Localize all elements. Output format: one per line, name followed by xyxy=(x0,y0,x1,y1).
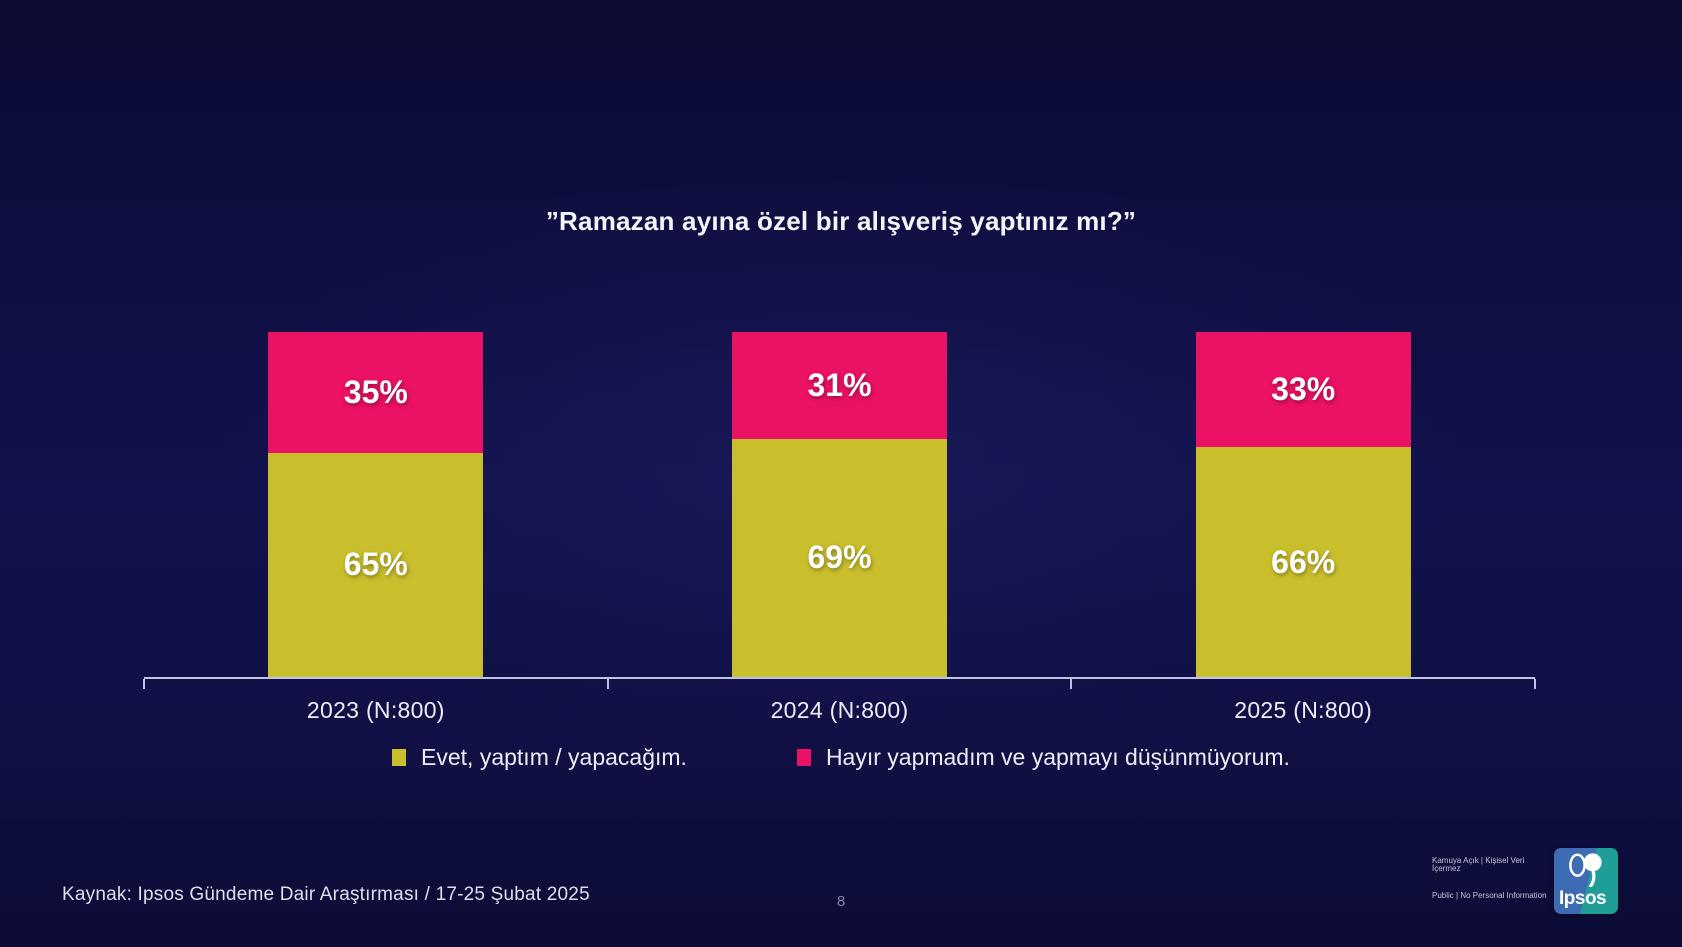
axis-tick xyxy=(1534,679,1536,689)
disclaimer-line-1: Kamuya Açık | Kişisel Veri İçermez xyxy=(1432,856,1525,873)
plot-area: 35% 65% 31% 69% 33% 66% xyxy=(144,332,1535,677)
legend-swatch xyxy=(796,749,811,766)
legend-item: Evet, yaptım / yapacağım. xyxy=(392,744,687,771)
ipsos-logo-text: Ipsos xyxy=(1559,888,1607,909)
disclaimer: Kamuya Açık | Kişisel Veri İçermez Publi… xyxy=(1432,857,1552,900)
stacked-bar: 31% 69% xyxy=(732,332,947,677)
bar-segment: 66% xyxy=(1195,447,1411,677)
page-number: 8 xyxy=(836,893,846,910)
source-text: Kaynak: Ipsos Gündeme Dair Araştırması /… xyxy=(62,884,590,905)
chart-title: ”Ramazan ayına özel bir alışveriş yaptın… xyxy=(545,206,1137,236)
ipsos-figure-icon xyxy=(1569,853,1602,887)
bar-segment: 33% xyxy=(1195,332,1411,447)
bar-segment: 35% xyxy=(268,332,484,453)
category-label: 2024 (N:800) xyxy=(770,697,909,723)
legend-label: Hayır yapmadım ve yapmayı düşünmüyorum. xyxy=(825,744,1290,770)
bar-value-label: 66% xyxy=(1271,543,1336,580)
bar-segment: 31% xyxy=(732,332,947,439)
stacked-bar: 35% 65% xyxy=(268,332,484,677)
legend: Evet, yaptım / yapacağım. Hayır yapmadım … xyxy=(0,744,1682,771)
legend-item: Hayır yapmadım ve yapmayı düşünmüyorum. xyxy=(796,744,1290,771)
bar-group: 31% 69% xyxy=(608,332,1072,677)
bar-group: 35% 65% xyxy=(144,332,608,677)
bar-segment: 69% xyxy=(732,438,947,677)
bar-value-label: 31% xyxy=(807,366,872,403)
axis-tick xyxy=(606,679,609,689)
ipsos-logo: Ipsos xyxy=(1554,848,1618,914)
disclaimer-line-2: Public | No Personal Information xyxy=(1432,891,1547,900)
x-axis-line xyxy=(143,677,1536,689)
bar-value-label: 69% xyxy=(807,539,872,576)
axis-tick xyxy=(1070,679,1073,689)
axis-tick xyxy=(143,679,145,689)
bar-value-label: 65% xyxy=(343,546,408,583)
category-label: 2023 (N:800) xyxy=(306,697,445,723)
bar-group: 33% 66% xyxy=(1071,332,1535,677)
bar-segment: 65% xyxy=(268,452,484,677)
category-label: 2025 (N:800) xyxy=(1234,697,1373,723)
stacked-bar: 33% 66% xyxy=(1195,332,1411,677)
bar-value-label: 35% xyxy=(343,373,408,410)
legend-label: Evet, yaptım / yapacağım. xyxy=(421,744,687,770)
x-axis-labels: 2023 (N:800) 2024 (N:800) 2025 (N:800) xyxy=(144,697,1535,724)
legend-swatch xyxy=(392,749,407,766)
bar-value-label: 33% xyxy=(1271,371,1336,407)
